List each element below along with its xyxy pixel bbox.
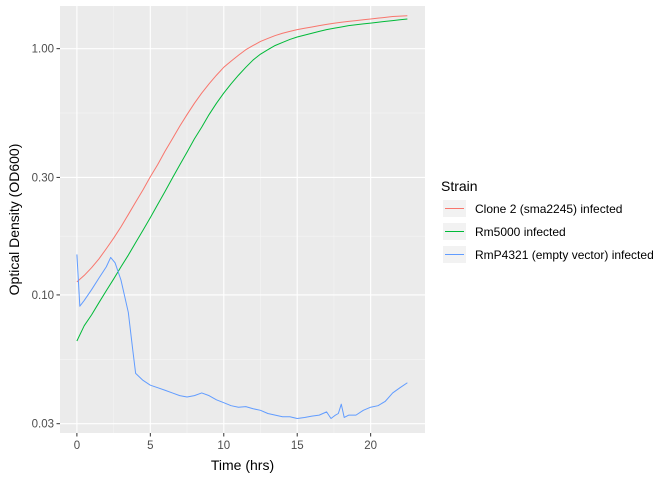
- x-tick-label: 20: [364, 440, 377, 452]
- series-line-2: [76, 18, 408, 342]
- y-tick-label: 0.30: [32, 172, 54, 184]
- x-tick-label: 5: [147, 440, 153, 452]
- y-axis-ticks: 0.03 0.10 0.30 1.00: [32, 44, 60, 431]
- major-gridlines: [60, 6, 425, 433]
- series-line-3: [76, 254, 408, 419]
- y-tick-label: 0.10: [32, 290, 54, 302]
- legend-title: Strain: [441, 178, 478, 194]
- y-tick-label: 0.03: [32, 419, 54, 431]
- legend-label: RmP4321 (empty vector) infected: [475, 248, 654, 262]
- legend: Strain Clone 2 (sma2245) infected Rm5000 …: [441, 178, 654, 263]
- x-axis-ticks: 0 5 10 15 20: [74, 433, 377, 452]
- y-tick-label: 1.00: [32, 44, 54, 56]
- legend-label: Clone 2 (sma2245) infected: [475, 202, 622, 216]
- plot-panel: [60, 6, 425, 433]
- series-line-1: [76, 15, 408, 283]
- x-tick-label: 0: [74, 440, 80, 452]
- x-axis-title: Time (hrs): [211, 457, 274, 473]
- legend-items: Clone 2 (sma2245) infected Rm5000 infecte…: [443, 200, 654, 263]
- series-lines: [76, 15, 408, 419]
- minor-gridlines: [60, 6, 425, 433]
- x-tick-label: 10: [217, 440, 230, 452]
- x-tick-label: 15: [291, 440, 304, 452]
- y-axis-title: Optical Density (OD600): [6, 144, 22, 296]
- legend-label: Rm5000 infected: [475, 225, 566, 239]
